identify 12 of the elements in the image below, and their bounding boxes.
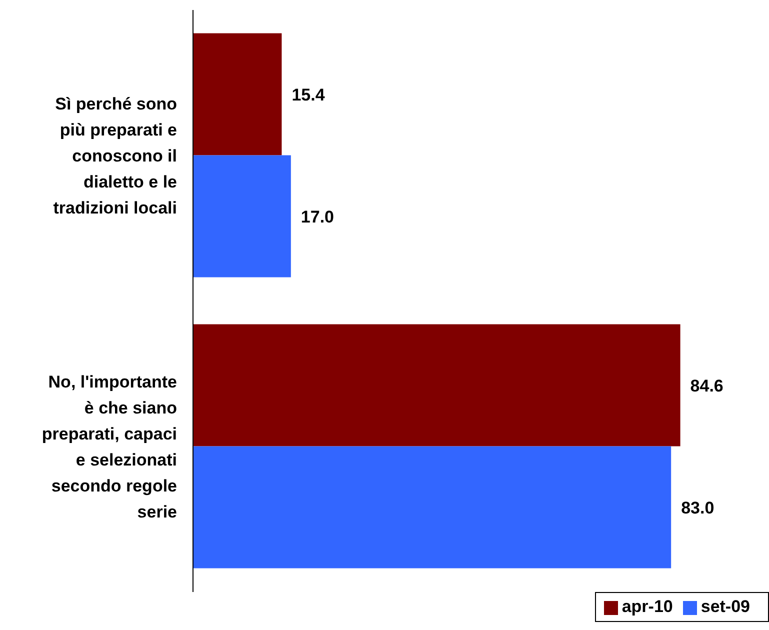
data-label: 84.6	[690, 376, 724, 396]
data-label: 15.4	[292, 85, 326, 104]
legend-label: apr-10	[622, 597, 673, 616]
bar	[193, 324, 680, 446]
bar	[193, 33, 282, 156]
data-label: 83.0	[681, 498, 714, 518]
legend-label: set-09	[700, 597, 750, 616]
bar	[193, 155, 291, 278]
bar	[193, 446, 672, 568]
data-label: 17.0	[300, 207, 334, 226]
y-tick-label: Sì perché sono più preparati e conoscono il dialetto e le tradizioni locali	[53, 94, 177, 218]
y-tick-label: No, l'importante è che siano preparati, capaci e selezionati secondo regole serie	[42, 372, 177, 522]
